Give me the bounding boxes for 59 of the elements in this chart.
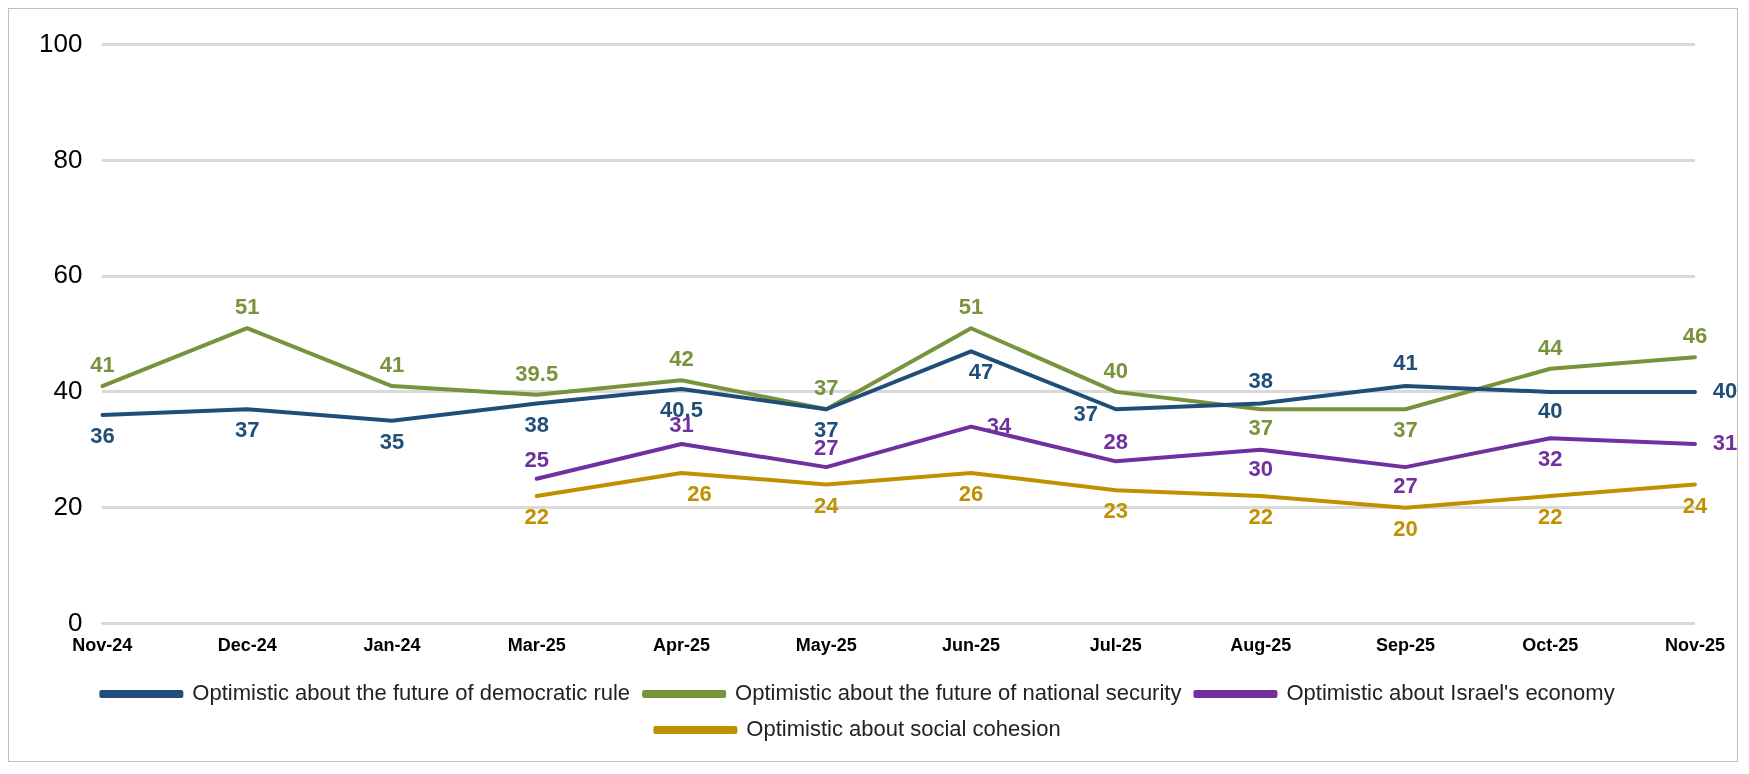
data-label: 38 xyxy=(1248,367,1273,393)
data-label: 25 xyxy=(524,446,549,472)
data-label: 20 xyxy=(1393,515,1418,541)
data-label: 24 xyxy=(1682,492,1708,518)
data-label: 28 xyxy=(1103,429,1129,455)
data-label: 22 xyxy=(1537,504,1563,530)
data-label: 26 xyxy=(958,480,984,506)
x-tick-label: Jan-24 xyxy=(363,635,421,656)
data-label: 36 xyxy=(90,423,115,449)
legend-label: Optimistic about Israel's economy xyxy=(1286,680,1615,706)
data-label: 42 xyxy=(669,346,694,372)
y-tick-label: 40 xyxy=(53,375,83,406)
x-tick-label: Aug-25 xyxy=(1230,635,1292,656)
data-label: 40 xyxy=(1103,357,1129,383)
data-label: 37 xyxy=(814,375,839,401)
data-label: 35 xyxy=(379,428,405,454)
data-label: 24 xyxy=(814,492,840,518)
x-tick-label: Jun-25 xyxy=(942,635,1001,656)
data-label: 23 xyxy=(1103,498,1129,524)
data-label: 30 xyxy=(1248,455,1273,481)
data-label: 41 xyxy=(379,352,405,378)
legend-label: Optimistic about social cohesion xyxy=(746,716,1061,742)
legend-label: Optimistic about the future of national security xyxy=(735,680,1182,706)
data-label: 37 xyxy=(1393,417,1418,443)
data-label: 41 xyxy=(1393,350,1418,376)
x-tick-label: Apr-25 xyxy=(653,635,711,656)
x-tick-label: Dec-24 xyxy=(217,635,277,656)
y-tick-label: 60 xyxy=(53,259,83,290)
data-label: 40 xyxy=(1712,377,1738,403)
data-label: 44 xyxy=(1537,334,1564,360)
data-label: 37 xyxy=(1073,401,1099,427)
x-tick-label: Nov-25 xyxy=(1664,635,1726,656)
y-tick-label: 100 xyxy=(38,27,83,58)
data-label: 22 xyxy=(1248,504,1273,530)
data-label: 31 xyxy=(1712,430,1738,456)
data-label: 41 xyxy=(90,352,115,378)
x-tick-label: Nov-24 xyxy=(72,635,133,656)
data-label: 40 xyxy=(1537,397,1563,423)
x-tick-label: Jul-25 xyxy=(1089,635,1142,656)
data-label: 38 xyxy=(524,411,549,437)
x-tick-label: Sep-25 xyxy=(1375,635,1435,656)
data-label: 46 xyxy=(1682,323,1708,349)
data-label: 51 xyxy=(234,294,260,320)
y-tick-label: 20 xyxy=(53,490,83,521)
x-tick-label: May-25 xyxy=(795,635,857,656)
x-tick-label: Mar-25 xyxy=(507,635,566,656)
y-tick-label: 80 xyxy=(53,143,83,174)
data-label: 27 xyxy=(1393,473,1418,499)
data-label: 37 xyxy=(1248,415,1273,441)
data-label: 22 xyxy=(524,504,549,530)
y-tick-label: 0 xyxy=(67,606,83,637)
x-tick-label: Oct-25 xyxy=(1522,635,1579,656)
data-label: 39.5 xyxy=(515,360,559,386)
data-label: 47 xyxy=(968,359,994,385)
data-label: 26 xyxy=(687,480,712,506)
data-label: 51 xyxy=(958,294,984,320)
data-label: 37 xyxy=(234,417,260,443)
legend-label: Optimistic about the future of democratic rule xyxy=(192,680,631,706)
data-label: 32 xyxy=(1537,446,1563,472)
